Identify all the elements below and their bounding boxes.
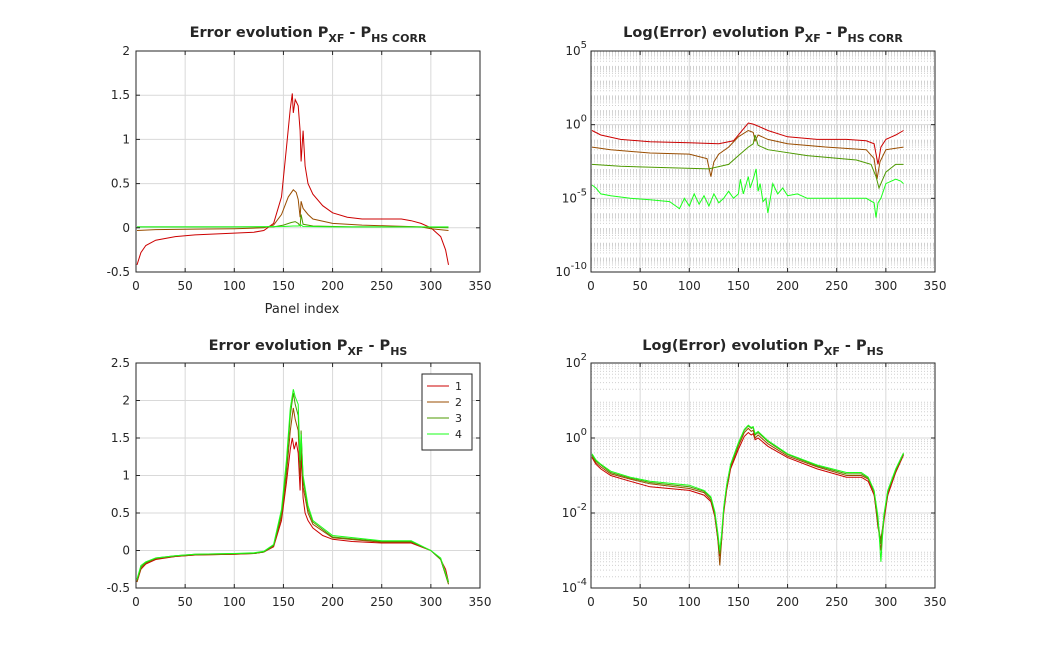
series-line-4: [136, 389, 449, 583]
plot-area: [591, 363, 935, 588]
plot-area: [136, 51, 480, 272]
chart-2: 0 50 100 150 200 250 300 350 10-10 10-5 100 105 Log(…: [555, 25, 946, 293]
y-tick-label: -0.5: [107, 265, 130, 279]
x-tick-label: 50: [178, 279, 193, 293]
y-tick-label: 2: [122, 394, 130, 408]
x-tick-label: 50: [633, 595, 648, 609]
series-line-1: [591, 122, 904, 165]
y-tick-label: 2.5: [111, 356, 130, 370]
x-tick-label: 150: [727, 279, 750, 293]
axes-frame: [590, 50, 936, 273]
x-tick-label: 200: [321, 595, 344, 609]
y-tick-label: 105: [565, 40, 587, 58]
x-tick-label: 100: [678, 279, 701, 293]
x-tick-label: 300: [874, 595, 897, 609]
chart-1: 0 50 100 150 200 250 300 350-0.500.511.52Error …: [107, 25, 492, 317]
y-tick-label: 1: [122, 469, 130, 483]
x-tick-label: 0: [132, 595, 140, 609]
y-tick-label: -0.5: [107, 581, 130, 595]
x-tick-label: 100: [223, 279, 246, 293]
legend-label-2: 2: [455, 396, 462, 409]
series-line-2: [591, 129, 904, 180]
axes-frame: [590, 362, 936, 589]
x-tick-label: 0: [587, 595, 595, 609]
y-tick-label: 2: [122, 44, 130, 58]
y-tick-label: 10-2: [562, 502, 587, 520]
x-tick-label: 50: [178, 595, 193, 609]
x-tick-label: 0: [587, 279, 595, 293]
x-tick-label: 250: [370, 279, 393, 293]
legend-box: [421, 373, 473, 451]
chart-4: 0 50 100 150 200 250 300 350 10-4 10-2 100 102 Log(E…: [562, 338, 947, 609]
x-tick-label: 250: [825, 595, 848, 609]
x-tick-label: 250: [825, 279, 848, 293]
x-tick-label: 300: [874, 279, 897, 293]
x-tick-label: 50: [633, 279, 648, 293]
legend-label-4: 4: [455, 428, 462, 441]
chart-3: 0 50 100 150 200 250 300 350-0.500.511.522.5Err…: [107, 338, 492, 609]
series-line-2: [136, 407, 449, 585]
x-tick-label: 150: [272, 279, 295, 293]
legend: 1 2 3 4: [421, 373, 473, 451]
y-tick-label: 100: [565, 114, 587, 132]
y-tick-label: 1.5: [111, 88, 130, 102]
chart-title: Error evolution PXF - PHS: [209, 338, 408, 358]
x-tick-label: 200: [776, 279, 799, 293]
y-tick-label: 100: [565, 427, 587, 445]
x-tick-label: 100: [223, 595, 246, 609]
legend-label-1: 1: [455, 380, 462, 393]
y-tick-label: 0.5: [111, 177, 130, 191]
x-tick-label: 0: [132, 279, 140, 293]
x-tick-label: 100: [678, 595, 701, 609]
y-tick-label: 0: [122, 544, 130, 558]
x-tick-label: 200: [321, 279, 344, 293]
x-tick-label: 150: [727, 595, 750, 609]
y-tick-label: 10-10: [555, 261, 587, 279]
x-tick-label: 150: [272, 595, 295, 609]
legend-label-3: 3: [455, 412, 462, 425]
y-tick-label: 0: [122, 221, 130, 235]
series-line-4: [137, 224, 449, 228]
chart-title: Log(Error) evolution PXF - PHS: [642, 338, 884, 358]
series-line-4: [591, 424, 904, 562]
chart-title: Log(Error) evolution PXF - PHS CORR: [623, 25, 903, 45]
axes-frame: [135, 50, 481, 273]
y-tick-label: 10-4: [562, 577, 587, 595]
x-tick-label: 200: [776, 595, 799, 609]
x-axis-label: Panel index: [265, 302, 340, 317]
chart-title: Error evolution PXF - PHS CORR: [190, 25, 427, 45]
series-line-2: [136, 189, 449, 231]
x-tick-label: 300: [419, 279, 442, 293]
y-tick-label: 0.5: [111, 506, 130, 520]
y-tick-label: 102: [565, 352, 587, 370]
x-tick-label: 350: [924, 279, 947, 293]
y-tick-label: 10-5: [562, 187, 587, 205]
series-line-3: [591, 134, 904, 190]
y-tick-label: 1: [122, 132, 130, 146]
y-tick-label: 1.5: [111, 431, 130, 445]
x-tick-label: 350: [469, 595, 492, 609]
series-line-1: [136, 93, 449, 266]
x-tick-label: 300: [419, 595, 442, 609]
x-tick-label: 350: [469, 279, 492, 293]
x-tick-label: 250: [370, 595, 393, 609]
x-tick-label: 350: [924, 595, 947, 609]
series-line-4: [591, 168, 904, 218]
